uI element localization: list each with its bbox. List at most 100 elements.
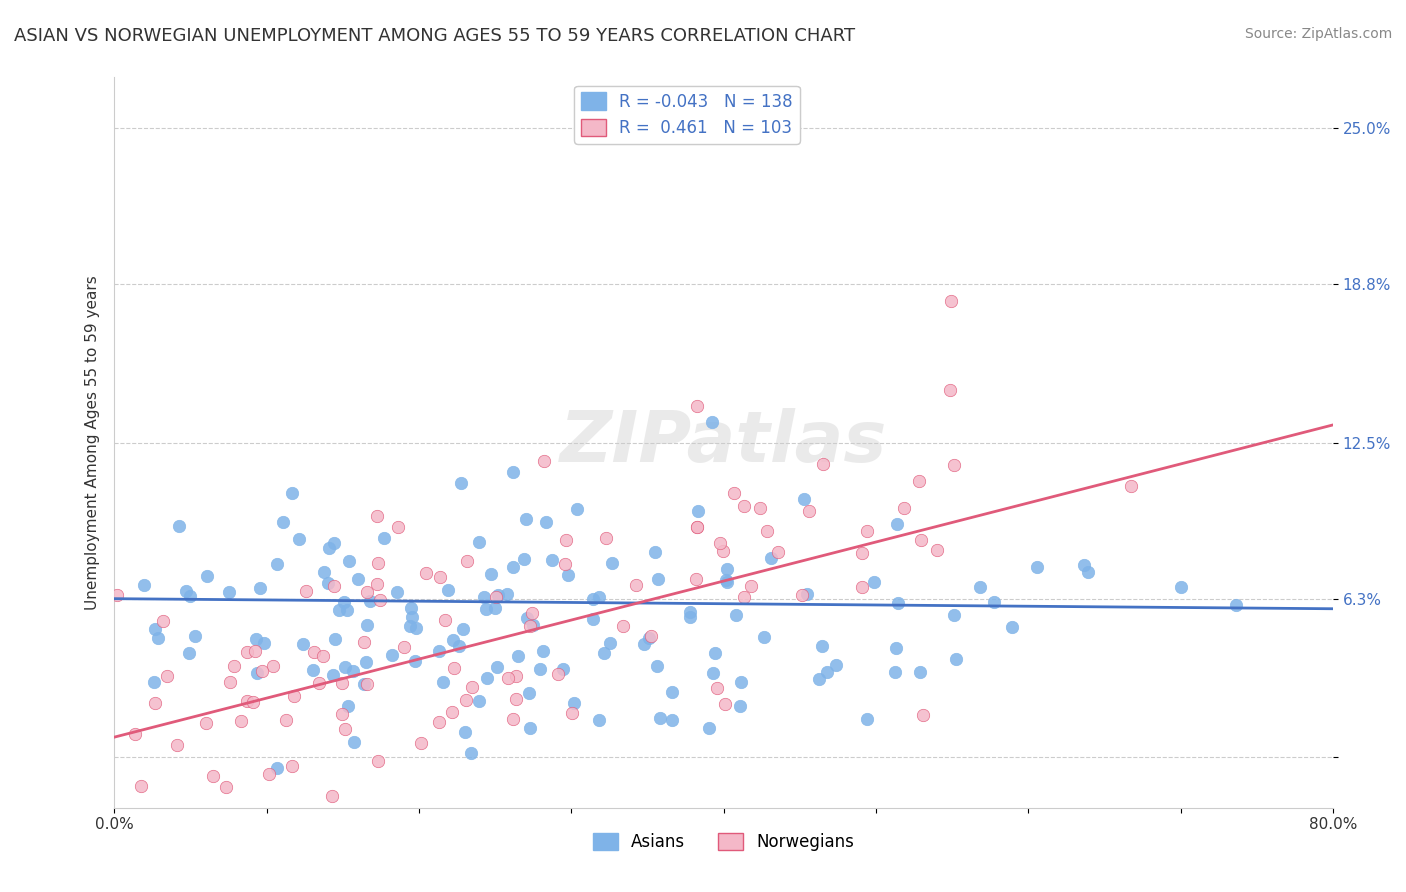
Point bbox=[484, 601, 506, 615]
Text: ASIAN VS NORWEGIAN UNEMPLOYMENT AMONG AGES 55 TO 59 YEARS CORRELATION CHART: ASIAN VS NORWEGIAN UNEMPLOYMENT AMONG AG… bbox=[14, 27, 855, 45]
Point bbox=[502, 465, 524, 479]
Point bbox=[166, 738, 188, 752]
Point bbox=[714, 573, 737, 587]
Point bbox=[716, 575, 738, 590]
Point bbox=[454, 725, 477, 739]
Point bbox=[356, 585, 378, 599]
Point bbox=[194, 715, 217, 730]
Point bbox=[457, 554, 479, 568]
Point bbox=[224, 659, 246, 673]
Point bbox=[531, 644, 554, 658]
Point bbox=[911, 707, 934, 722]
Point bbox=[811, 457, 834, 471]
Point bbox=[520, 606, 543, 620]
Point bbox=[851, 580, 873, 594]
Point bbox=[633, 637, 655, 651]
Point bbox=[706, 681, 728, 695]
Point bbox=[647, 573, 669, 587]
Point bbox=[236, 694, 259, 708]
Point bbox=[453, 622, 475, 636]
Point bbox=[366, 508, 388, 523]
Point bbox=[179, 589, 201, 603]
Point bbox=[887, 596, 910, 610]
Point bbox=[811, 639, 834, 653]
Point bbox=[582, 612, 605, 626]
Point bbox=[219, 675, 242, 690]
Point bbox=[337, 554, 360, 568]
Point bbox=[315, 814, 337, 828]
Point bbox=[540, 553, 562, 567]
Point bbox=[479, 567, 502, 582]
Point bbox=[600, 556, 623, 570]
Point bbox=[472, 590, 495, 604]
Point bbox=[354, 655, 377, 669]
Point bbox=[434, 613, 457, 627]
Point bbox=[295, 584, 318, 599]
Point bbox=[752, 630, 775, 644]
Point bbox=[156, 669, 179, 683]
Point bbox=[405, 621, 427, 635]
Point bbox=[506, 649, 529, 664]
Y-axis label: Unemployment Among Ages 55 to 59 years: Unemployment Among Ages 55 to 59 years bbox=[86, 276, 100, 610]
Point bbox=[333, 659, 356, 673]
Point bbox=[367, 556, 389, 570]
Point bbox=[554, 557, 576, 571]
Point bbox=[316, 575, 339, 590]
Point bbox=[342, 665, 364, 679]
Point bbox=[1025, 559, 1047, 574]
Point bbox=[409, 736, 432, 750]
Point bbox=[723, 486, 745, 500]
Point bbox=[595, 532, 617, 546]
Point bbox=[143, 622, 166, 636]
Point bbox=[733, 499, 755, 513]
Point bbox=[437, 583, 460, 598]
Point bbox=[253, 635, 276, 649]
Point bbox=[815, 665, 838, 680]
Point bbox=[257, 767, 280, 781]
Point bbox=[561, 706, 583, 720]
Point bbox=[624, 578, 647, 592]
Point bbox=[740, 579, 762, 593]
Point bbox=[522, 617, 544, 632]
Point bbox=[943, 608, 966, 623]
Point bbox=[588, 714, 610, 728]
Point bbox=[333, 722, 356, 736]
Point bbox=[685, 520, 707, 534]
Point bbox=[356, 618, 378, 632]
Point bbox=[288, 533, 311, 547]
Point bbox=[640, 629, 662, 643]
Point bbox=[557, 568, 579, 582]
Point bbox=[143, 675, 166, 690]
Point bbox=[427, 714, 450, 729]
Text: ZIPatlas: ZIPatlas bbox=[560, 408, 887, 477]
Point bbox=[793, 491, 815, 506]
Point bbox=[884, 665, 907, 679]
Point bbox=[229, 714, 252, 728]
Point bbox=[252, 664, 274, 678]
Point bbox=[266, 557, 288, 571]
Point bbox=[686, 519, 709, 533]
Point bbox=[486, 659, 509, 673]
Point bbox=[353, 635, 375, 649]
Point bbox=[353, 677, 375, 691]
Point bbox=[534, 515, 557, 529]
Point bbox=[756, 524, 779, 538]
Point bbox=[337, 699, 360, 714]
Point bbox=[215, 780, 238, 794]
Point bbox=[728, 698, 751, 713]
Point bbox=[392, 640, 415, 654]
Point bbox=[314, 565, 336, 579]
Point bbox=[884, 641, 907, 656]
Point bbox=[679, 605, 702, 619]
Point bbox=[582, 591, 605, 606]
Point bbox=[343, 734, 366, 748]
Point bbox=[716, 562, 738, 576]
Point bbox=[907, 474, 929, 488]
Point bbox=[1073, 558, 1095, 572]
Point bbox=[450, 476, 472, 491]
Point bbox=[468, 694, 491, 708]
Point bbox=[477, 671, 499, 685]
Point bbox=[733, 590, 755, 604]
Point bbox=[124, 727, 146, 741]
Point bbox=[427, 644, 450, 658]
